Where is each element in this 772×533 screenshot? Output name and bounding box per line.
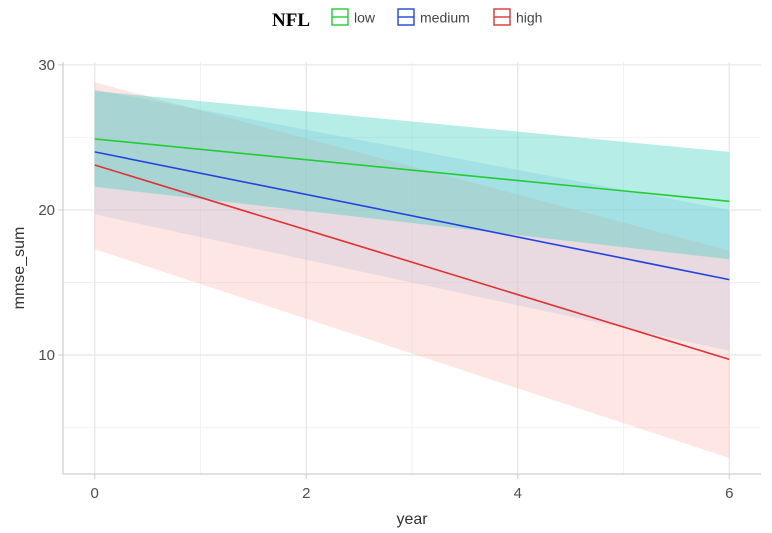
x-tick-label: 0: [91, 485, 99, 502]
axes: 0 2 4 6 10 20 30: [38, 57, 761, 502]
y-tick-label: 30: [38, 57, 55, 74]
confidence-band-high: [94, 82, 730, 459]
legend: NFL low medium high: [272, 8, 542, 31]
x-axis-title: year: [396, 511, 428, 528]
y-tick-label: 20: [38, 202, 55, 219]
grid: [63, 62, 761, 474]
y-tick-label: 10: [38, 347, 55, 364]
series-line-high: [94, 164, 730, 361]
legend-title: NFL: [272, 10, 310, 31]
series-lines: [94, 138, 730, 361]
series-line-low: [94, 138, 730, 203]
x-tick-label: 2: [302, 485, 310, 502]
x-tick-label: 6: [725, 485, 733, 502]
x-tick-label: 4: [514, 485, 522, 502]
legend-item-medium: medium: [397, 8, 470, 26]
legend-label-medium: medium: [420, 10, 470, 26]
legend-item-low: low: [331, 8, 376, 26]
legend-label-low: low: [354, 10, 376, 26]
confidence-band-low: [94, 91, 730, 260]
series-line-medium: [94, 151, 730, 281]
y-axis-title: mmse_sum: [11, 227, 28, 310]
legend-label-high: high: [516, 10, 542, 26]
legend-item-high: high: [493, 8, 542, 26]
